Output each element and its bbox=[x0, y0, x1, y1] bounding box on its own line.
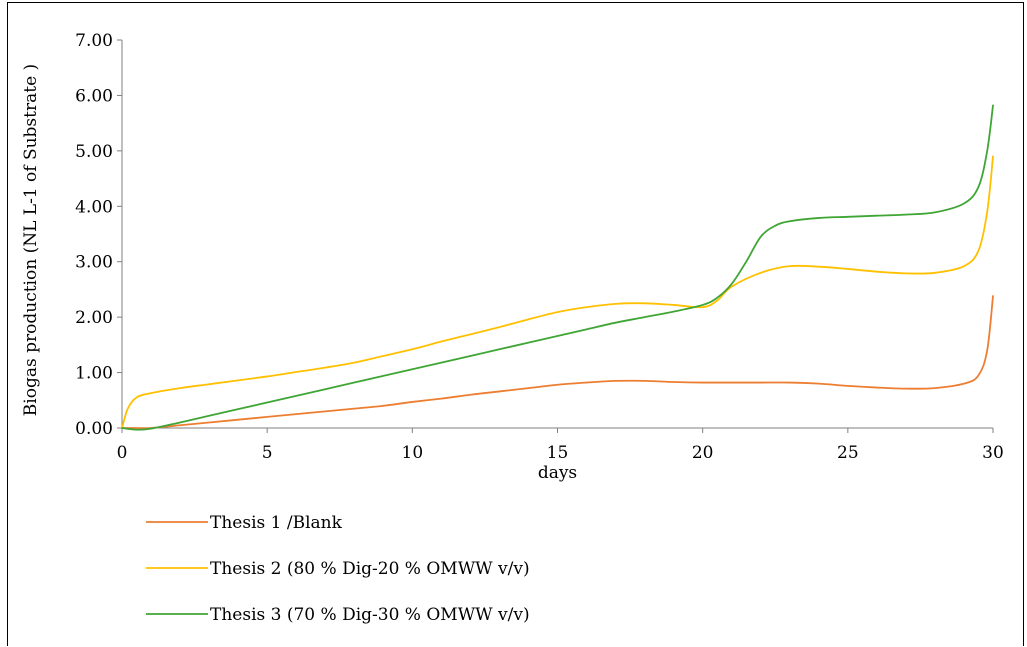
x-tick-label: 20 bbox=[692, 443, 714, 463]
axes-layer: 0.00 1.00 2.00 3.00 4.00 5.00 6.00 7.00 0 5 10 15 20… bbox=[75, 31, 1004, 463]
line-chart: 0.00 1.00 2.00 3.00 4.00 5.00 6.00 7.00 0 5 10 15 20… bbox=[21, 31, 1004, 625]
legend-item-thesis-2: Thesis 2 (80 % Dig-20 % OMWW v/v) bbox=[146, 559, 530, 579]
series-line-thesis-1 bbox=[121, 295, 994, 430]
legend-label-thesis-2: Thesis 2 (80 % Dig-20 % OMWW v/v) bbox=[210, 559, 530, 579]
x-tick-label: 30 bbox=[982, 443, 1004, 463]
x-tick-label: 15 bbox=[547, 443, 569, 463]
y-tick-label: 1.00 bbox=[75, 364, 113, 384]
legend-label-thesis-3: Thesis 3 (70 % Dig-30 % OMWW v/v) bbox=[210, 605, 530, 625]
y-tick-label: 0.00 bbox=[75, 419, 113, 439]
y-tick-label: 3.00 bbox=[75, 253, 113, 273]
series-line-thesis-2 bbox=[121, 155, 994, 429]
y-tick-label: 7.00 bbox=[75, 31, 113, 51]
series-line-thesis-3 bbox=[121, 104, 994, 431]
chart-frame: 0.00 1.00 2.00 3.00 4.00 5.00 6.00 7.00 0 5 10 15 20… bbox=[7, 2, 1024, 646]
y-tick-label: 6.00 bbox=[75, 86, 113, 106]
legend-item-thesis-3: Thesis 3 (70 % Dig-30 % OMWW v/v) bbox=[146, 605, 530, 625]
x-axis-title: days bbox=[538, 463, 577, 483]
x-tick-label: 25 bbox=[837, 443, 859, 463]
legend-label-thesis-1: Thesis 1 /Blank bbox=[210, 513, 343, 533]
y-tick-label: 4.00 bbox=[75, 197, 113, 217]
x-tick-label: 10 bbox=[402, 443, 424, 463]
x-tick-label: 5 bbox=[262, 443, 273, 463]
legend-item-thesis-1: Thesis 1 /Blank bbox=[146, 513, 343, 533]
y-axis-title: Biogas production (NL L-1 of Substrate ) bbox=[21, 64, 41, 416]
legend: Thesis 1 /Blank Thesis 2 (80 % Dig-20 % … bbox=[146, 513, 530, 625]
y-tick-label: 5.00 bbox=[75, 142, 113, 162]
series-layer bbox=[121, 104, 994, 431]
x-tick-label: 0 bbox=[117, 443, 128, 463]
y-tick-label: 2.00 bbox=[75, 308, 113, 328]
